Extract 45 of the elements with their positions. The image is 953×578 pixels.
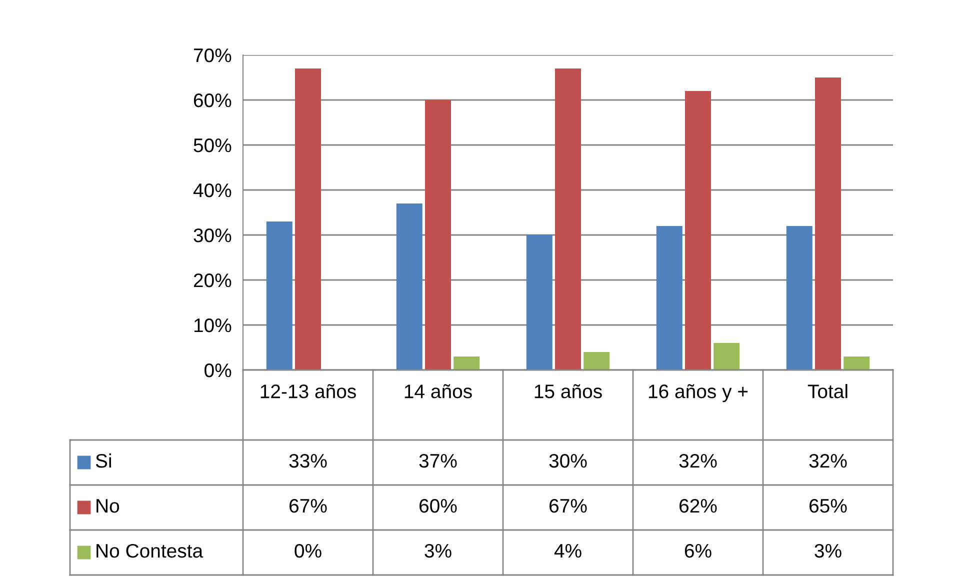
data-label: 6% (684, 544, 712, 558)
x-tick-label: Total (808, 384, 848, 398)
data-label: 32% (679, 454, 717, 468)
data-label: 4% (554, 544, 582, 558)
y-tick-label: 50% (194, 138, 232, 152)
bar (266, 222, 292, 370)
bar (555, 68, 581, 370)
bar (454, 356, 480, 370)
bar (295, 68, 321, 370)
data-label: 32% (809, 454, 847, 468)
bar (685, 91, 711, 370)
bar (425, 100, 451, 370)
bar (844, 356, 870, 370)
x-tick-label: 12-13 años (260, 384, 356, 398)
bar (526, 235, 552, 370)
bar (786, 226, 812, 370)
legend-label: Si (96, 453, 111, 468)
x-tick-label: 16 años y + (648, 384, 748, 402)
bar (584, 352, 610, 370)
legend-label: No Contesta (96, 544, 204, 558)
y-tick-label: 10% (194, 318, 232, 332)
y-tick-label: 70% (194, 48, 232, 62)
data-label: 3% (814, 544, 842, 558)
data-label: 67% (290, 498, 327, 513)
data-label: 30% (549, 454, 587, 468)
y-tick-label: 30% (194, 228, 232, 242)
y-tick-label: 60% (194, 93, 232, 108)
x-tick-label: 14 años (404, 384, 472, 398)
data-label: 67% (550, 498, 587, 513)
legend-label: No (96, 499, 120, 513)
data-label: 33% (289, 454, 327, 468)
data-label: 65% (810, 498, 847, 513)
data-label: 37% (419, 454, 457, 468)
bar (714, 343, 740, 370)
data-label: 3% (424, 544, 452, 558)
bar (815, 78, 841, 370)
data-label: 0% (294, 544, 322, 558)
data-label: 62% (680, 498, 717, 513)
x-tick-label: 15 años (534, 384, 602, 398)
y-tick-label: 40% (193, 183, 232, 198)
bar (656, 226, 682, 370)
data-label: 60% (420, 498, 457, 513)
bar (396, 204, 422, 370)
y-tick-label: 0% (204, 363, 232, 378)
y-tick-label: 20% (194, 273, 232, 288)
